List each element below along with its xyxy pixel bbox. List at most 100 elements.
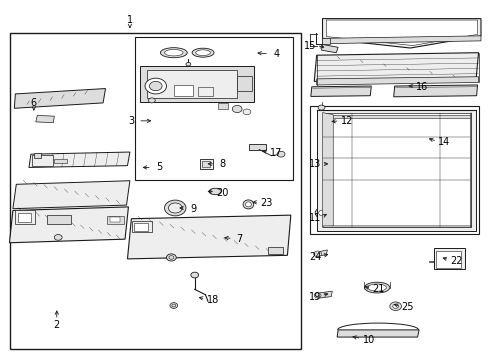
Ellipse shape (195, 50, 210, 55)
Circle shape (392, 304, 398, 309)
Text: 2: 2 (54, 320, 60, 330)
Polygon shape (317, 250, 327, 256)
Polygon shape (316, 77, 478, 85)
Ellipse shape (209, 188, 221, 195)
Polygon shape (323, 115, 469, 118)
Text: 3: 3 (128, 116, 134, 126)
Polygon shape (249, 144, 266, 149)
Bar (267, 247, 282, 253)
Circle shape (54, 234, 62, 240)
Ellipse shape (243, 200, 253, 209)
Text: 14: 14 (437, 138, 449, 147)
Polygon shape (321, 44, 337, 53)
Circle shape (145, 78, 166, 94)
Text: 20: 20 (216, 188, 228, 198)
Ellipse shape (160, 48, 187, 58)
Text: 17: 17 (269, 148, 282, 158)
Text: 18: 18 (206, 295, 219, 305)
Polygon shape (316, 110, 475, 231)
Polygon shape (322, 19, 480, 48)
Circle shape (389, 302, 401, 311)
Polygon shape (322, 36, 480, 44)
Circle shape (313, 251, 321, 257)
Bar (34, 153, 41, 158)
Bar (435, 251, 460, 267)
Polygon shape (9, 207, 128, 243)
Text: 4: 4 (273, 49, 279, 59)
Circle shape (185, 62, 190, 66)
Polygon shape (127, 215, 290, 259)
Polygon shape (393, 85, 477, 97)
Bar (32, 155, 53, 166)
Polygon shape (336, 330, 418, 337)
Text: 22: 22 (449, 256, 462, 266)
Circle shape (314, 293, 321, 298)
Text: 21: 21 (372, 284, 384, 294)
Text: 19: 19 (308, 292, 321, 302)
Polygon shape (140, 66, 254, 102)
Polygon shape (29, 152, 130, 167)
Ellipse shape (245, 202, 251, 207)
Circle shape (318, 210, 326, 216)
Bar (107, 216, 124, 224)
Circle shape (232, 105, 242, 113)
Bar (47, 215, 71, 224)
Text: 15: 15 (304, 41, 316, 50)
Polygon shape (322, 113, 332, 227)
Bar (310, 107, 478, 234)
Circle shape (164, 200, 185, 216)
Text: 12: 12 (340, 116, 352, 126)
Polygon shape (322, 113, 470, 227)
Circle shape (169, 303, 177, 309)
Bar (199, 159, 213, 168)
Bar (321, 38, 330, 44)
Bar (110, 217, 120, 222)
Circle shape (166, 254, 176, 261)
Circle shape (168, 203, 182, 213)
Circle shape (277, 151, 285, 157)
Ellipse shape (164, 49, 183, 56)
Text: 6: 6 (31, 98, 37, 108)
Circle shape (315, 208, 329, 219)
Bar (15, 210, 35, 224)
Circle shape (171, 304, 175, 307)
Polygon shape (314, 53, 478, 81)
Polygon shape (14, 89, 105, 108)
Text: 5: 5 (156, 162, 162, 172)
Text: 13: 13 (308, 159, 321, 169)
Bar (135, 37, 293, 180)
Text: 16: 16 (415, 82, 427, 92)
Circle shape (149, 81, 162, 91)
Text: 7: 7 (236, 234, 242, 244)
Bar (132, 221, 152, 232)
Bar (198, 87, 212, 96)
Circle shape (190, 272, 198, 278)
Bar (10, 33, 300, 348)
Ellipse shape (367, 284, 386, 291)
Text: 25: 25 (401, 302, 413, 312)
Ellipse shape (192, 48, 214, 57)
Text: 10: 10 (362, 334, 374, 345)
Bar (201, 161, 210, 167)
Text: 9: 9 (190, 204, 196, 214)
Text: 23: 23 (260, 198, 272, 208)
Text: 1: 1 (126, 15, 133, 26)
Ellipse shape (364, 282, 389, 293)
Polygon shape (317, 291, 331, 298)
Circle shape (148, 98, 155, 103)
Bar (433, 248, 465, 269)
Polygon shape (469, 113, 470, 227)
Text: 8: 8 (219, 159, 225, 169)
Text: 24: 24 (308, 252, 321, 262)
Circle shape (243, 109, 250, 115)
Bar (54, 159, 66, 163)
Circle shape (168, 256, 173, 259)
Polygon shape (13, 181, 130, 209)
Bar (147, 70, 237, 98)
Bar (217, 103, 228, 109)
Bar (173, 85, 193, 96)
Polygon shape (322, 226, 470, 227)
Bar (18, 213, 31, 222)
Polygon shape (237, 76, 251, 91)
Polygon shape (310, 86, 370, 96)
